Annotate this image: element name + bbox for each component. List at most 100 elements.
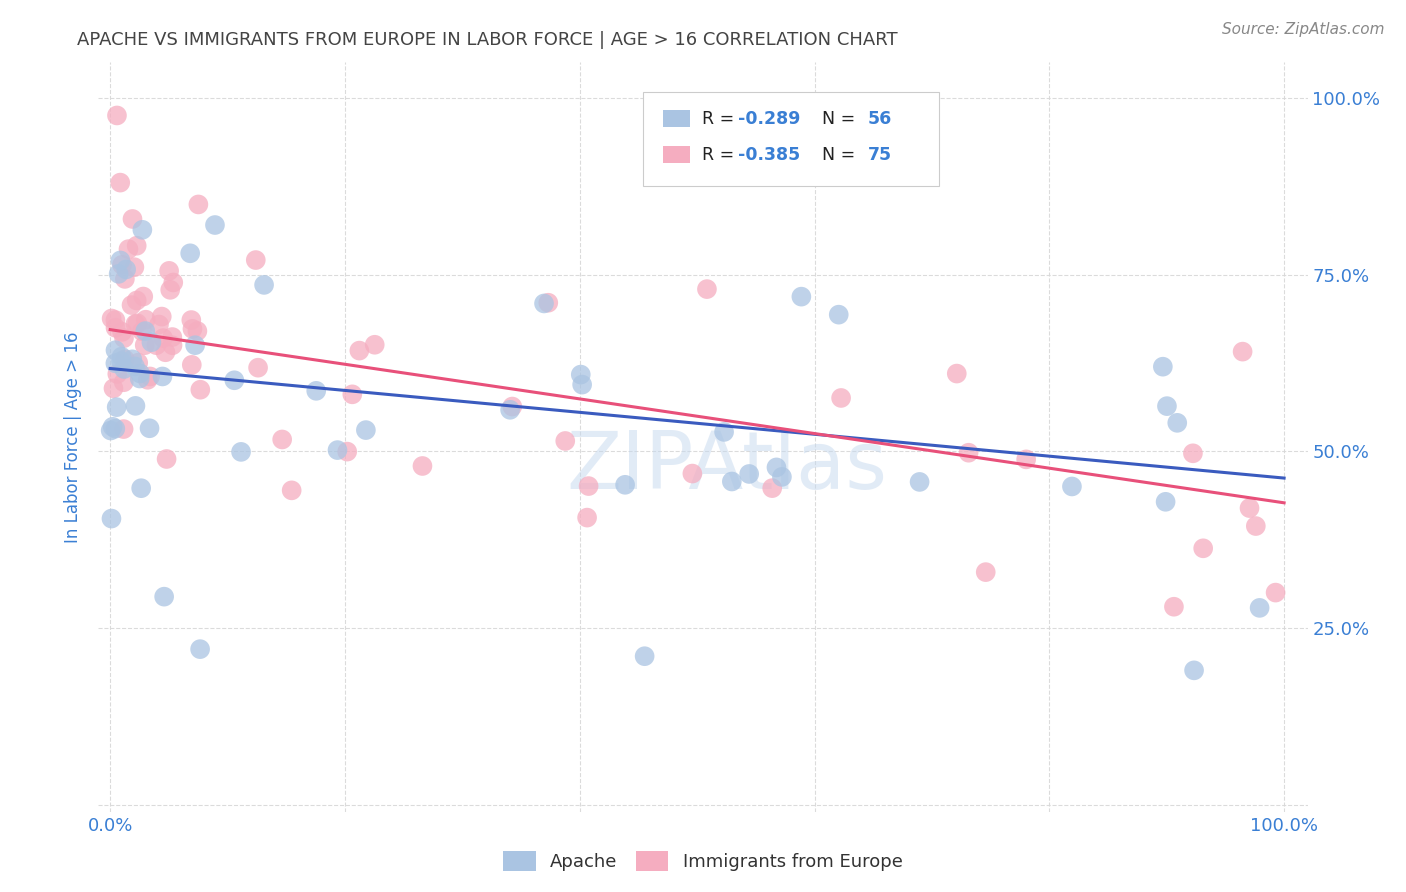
Point — [1015, 452, 1038, 467]
Point — [1264, 585, 1286, 599]
Point — [117, 242, 139, 256]
FancyBboxPatch shape — [643, 93, 939, 186]
Point — [828, 308, 851, 322]
Point — [141, 335, 163, 350]
Text: N =: N = — [811, 110, 860, 128]
Point — [1181, 446, 1204, 460]
Point — [186, 324, 208, 338]
Point — [501, 400, 523, 414]
Legend: Apache, Immigrants from Europe: Apache, Immigrants from Europe — [496, 844, 910, 879]
Point — [150, 310, 173, 324]
Point — [569, 368, 592, 382]
Point — [104, 422, 127, 436]
Point — [101, 419, 124, 434]
Point — [127, 316, 149, 330]
Point — [153, 590, 176, 604]
Point — [159, 283, 181, 297]
Point — [326, 443, 349, 458]
Point — [696, 282, 718, 296]
Point — [162, 330, 184, 344]
Point — [342, 387, 364, 401]
Point — [124, 359, 146, 374]
Point — [229, 445, 252, 459]
Point — [152, 331, 174, 345]
Point — [110, 176, 132, 190]
Point — [100, 424, 122, 438]
Point — [104, 343, 127, 358]
Point — [114, 272, 136, 286]
Point — [157, 264, 180, 278]
Point — [224, 373, 246, 387]
Point — [100, 311, 122, 326]
Point — [1249, 600, 1271, 615]
Point — [155, 345, 177, 359]
Point — [124, 399, 146, 413]
Point — [155, 452, 177, 467]
Text: ZIPAtlas: ZIPAtlas — [567, 428, 887, 506]
Point — [713, 425, 735, 439]
Point — [124, 260, 146, 275]
Point — [1156, 399, 1178, 413]
Point — [129, 481, 152, 495]
Point — [179, 246, 201, 260]
Point — [578, 479, 600, 493]
Point — [125, 238, 148, 252]
Point — [128, 371, 150, 385]
Point — [104, 320, 127, 334]
Point — [180, 313, 202, 327]
Point — [633, 649, 655, 664]
Point — [184, 338, 207, 352]
Point — [180, 358, 202, 372]
Point — [411, 458, 433, 473]
Point — [253, 277, 276, 292]
Point — [765, 460, 787, 475]
Text: -0.385: -0.385 — [738, 145, 800, 163]
Point — [112, 376, 135, 390]
Point — [533, 296, 555, 310]
Point — [957, 446, 980, 460]
Point — [188, 642, 211, 657]
Text: -0.289: -0.289 — [738, 110, 800, 128]
Point — [188, 383, 211, 397]
Text: R =: R = — [702, 110, 740, 128]
Point — [1152, 359, 1174, 374]
Point — [105, 367, 128, 381]
Point — [354, 423, 377, 437]
Point — [110, 253, 132, 268]
Point — [115, 262, 138, 277]
Point — [121, 352, 143, 367]
Point — [1154, 495, 1177, 509]
Point — [271, 433, 294, 447]
Y-axis label: In Labor Force | Age > 16: In Labor Force | Age > 16 — [65, 331, 83, 543]
Point — [114, 352, 136, 367]
Point — [135, 312, 157, 326]
Point — [162, 276, 184, 290]
Point — [761, 481, 783, 495]
Point — [124, 317, 146, 331]
FancyBboxPatch shape — [664, 146, 690, 163]
Point — [721, 475, 744, 489]
Point — [139, 369, 162, 384]
Point — [945, 367, 967, 381]
Point — [576, 510, 599, 524]
Point — [247, 360, 270, 375]
Point — [107, 267, 129, 281]
Point — [111, 325, 134, 339]
Point — [336, 444, 359, 458]
Point — [132, 289, 155, 303]
Point — [830, 391, 852, 405]
FancyBboxPatch shape — [664, 111, 690, 127]
Point — [1166, 416, 1188, 430]
Text: 75: 75 — [868, 145, 891, 163]
Point — [245, 253, 267, 268]
Point — [138, 421, 160, 435]
Point — [103, 381, 125, 395]
Point — [364, 337, 387, 351]
Point — [499, 402, 522, 417]
Point — [974, 565, 997, 579]
Text: 56: 56 — [868, 110, 891, 128]
Point — [181, 322, 204, 336]
Point — [1060, 479, 1083, 493]
Point — [305, 384, 328, 398]
Point — [148, 318, 170, 332]
